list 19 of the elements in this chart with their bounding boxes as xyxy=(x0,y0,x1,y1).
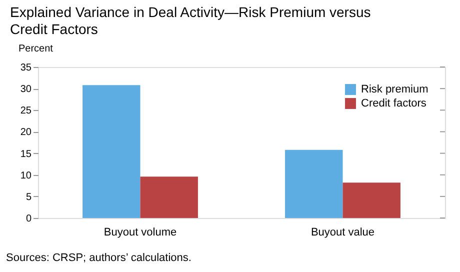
legend-label: Credit factors xyxy=(361,98,427,110)
y-tick-label: 35 xyxy=(20,62,32,74)
chart-title: Explained Variance in Deal Activity—Risk Premium versus Credit Factors xyxy=(10,4,371,37)
y-axis-title: Percent xyxy=(18,44,54,54)
bar xyxy=(140,176,198,218)
bar xyxy=(285,150,343,218)
legend-label: Risk premium xyxy=(361,84,428,96)
y-tick-label: 10 xyxy=(20,170,32,182)
y-tick-label: 15 xyxy=(20,148,32,160)
y-tick-label: 25 xyxy=(20,106,32,117)
y-tick-label: 20 xyxy=(20,127,32,138)
x-tick-label: Buyout value xyxy=(310,226,375,238)
bar xyxy=(82,85,140,218)
bar xyxy=(342,182,400,218)
y-tick-label: 0 xyxy=(26,214,32,224)
y-tick-label: 30 xyxy=(20,84,32,96)
x-tick-label: Buyout volume xyxy=(104,226,177,238)
source-note: Sources: CRSP; authors’ calculations. xyxy=(6,252,192,264)
y-tick-label: 5 xyxy=(26,192,32,203)
